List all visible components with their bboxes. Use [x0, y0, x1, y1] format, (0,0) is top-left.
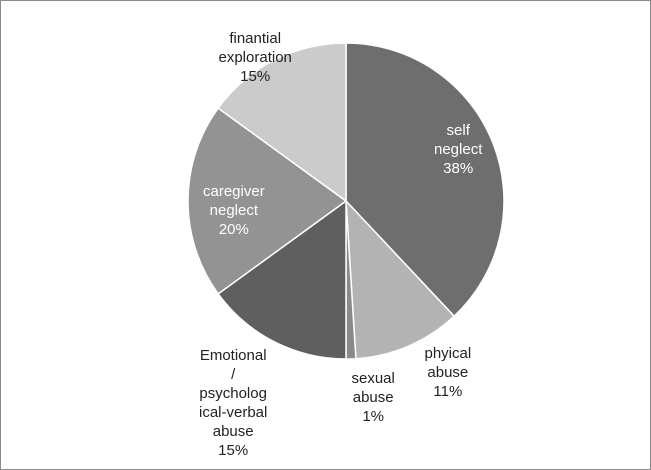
slice-label-line: ical-verbal [199, 404, 268, 421]
slice-label-line: caregiver [203, 182, 265, 200]
slice-label-finantial-exploration: finantial exploration 15% [219, 29, 292, 86]
slice-label-line: phyical [424, 344, 472, 362]
slice-label-emotional-abuse: Emotional / psycholog ical-verbal abuse 15% [199, 346, 267, 460]
slice-label-line: 15% [218, 442, 249, 459]
slice-label-self-neglect: self neglect 38% [434, 121, 482, 178]
slice-label-caregiver-neglect: caregiver neglect 20% [203, 182, 265, 239]
slice-label-sexual-abuse: sexual abuse 1% [352, 369, 395, 426]
slice-label-line: exploration [218, 48, 292, 66]
slice-label-line: Emotional [199, 347, 267, 364]
slice-label-line: 15% [240, 67, 271, 85]
slice-label-line: 38% [443, 159, 474, 177]
slice-label-line: abuse [352, 388, 394, 406]
slice-label-line: / [231, 366, 236, 383]
slice-label-line: 1% [362, 407, 385, 425]
slice-label-line: 11% [433, 382, 463, 400]
slice-label-line: finantial [229, 29, 282, 47]
slice-label-phyical-abuse: phyical abuse 11% [425, 344, 472, 401]
slice-label-line: psycholog [199, 385, 267, 402]
slice-label-line: self [446, 121, 470, 139]
slice-label-line: abuse [427, 363, 469, 381]
slice-label-line: 20% [218, 220, 249, 238]
slice-label-line: abuse [212, 423, 254, 440]
pie-slice-caregiver-neglect [187, 107, 348, 295]
pie-slice-self-neglect [345, 42, 505, 318]
slice-label-line: neglect [434, 140, 483, 158]
slice-label-line: neglect [209, 201, 259, 219]
pie-slice-phyical-abuse [345, 198, 456, 360]
slice-label-line: sexual [351, 369, 395, 387]
pie-slice-finantial-exploration [217, 42, 347, 203]
pie-slice-emotional-abuse [217, 199, 347, 360]
